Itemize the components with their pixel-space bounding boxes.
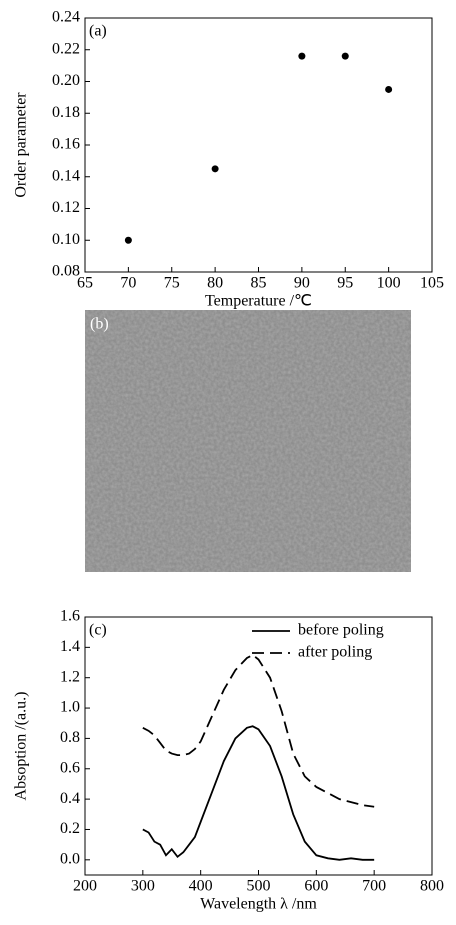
y-tick-label: 0.6 [60,759,80,776]
y-tick-label: 0.22 [52,40,80,57]
image-panel: (b) [85,310,411,572]
y-tick-label: 0.24 [52,9,80,26]
x-tick-label: 400 [189,878,213,895]
panel-label: (b) [90,316,109,333]
x-tick-label: 75 [164,275,180,292]
point [385,85,393,93]
y-tick-label: 0.8 [60,729,80,746]
plot-frame [84,616,433,876]
y-tick-label: 1.0 [60,699,80,716]
x-tick-label: 85 [251,275,267,292]
y-tick-label: 0.12 [52,199,80,216]
x-tick-label: 800 [420,878,444,895]
x-tick-label: 200 [73,878,97,895]
panel-label: (c) [89,622,107,639]
y-tick-label: 0.20 [52,72,80,89]
x-tick-label: 80 [207,275,223,292]
line [142,725,375,861]
y-tick-label: 0.16 [52,136,80,153]
line [142,653,375,808]
micrograph-texture [85,310,411,572]
y-axis-label: Order parameter [13,92,30,198]
point [124,236,132,244]
x-tick-label: 105 [420,275,444,292]
x-tick-label: 95 [337,275,353,292]
y-tick-label: 0.4 [60,790,80,807]
y-tick-label: 0.18 [52,104,80,121]
x-tick-label: 700 [362,878,386,895]
legend-label: before poling [298,622,384,639]
point [341,52,349,60]
point [211,165,219,173]
plot-frame [84,17,433,273]
x-tick-label: 90 [294,275,310,292]
y-axis-label: Absoption /(a.u.) [13,692,30,801]
y-tick-label: 1.2 [60,668,80,685]
x-tick-label: 300 [131,878,155,895]
y-tick-label: 1.6 [60,608,80,625]
legend-label: after poling [298,644,372,661]
y-tick-label: 1.4 [60,638,80,655]
x-tick-label: 65 [77,275,93,292]
point [298,52,306,60]
x-axis-label: Wavelength λ /nm [200,896,317,913]
x-axis-label: Temperature /℃ [205,293,312,310]
y-tick-label: 0.2 [60,820,80,837]
x-tick-label: 100 [377,275,401,292]
y-tick-label: 0.14 [52,167,80,184]
x-tick-label: 70 [120,275,136,292]
panel-label: (a) [89,23,107,40]
x-tick-label: 600 [304,878,328,895]
x-tick-label: 500 [247,878,271,895]
y-tick-label: 0.10 [52,231,80,248]
y-tick-label: 0.08 [52,263,80,280]
y-tick-label: 0.0 [60,850,80,867]
